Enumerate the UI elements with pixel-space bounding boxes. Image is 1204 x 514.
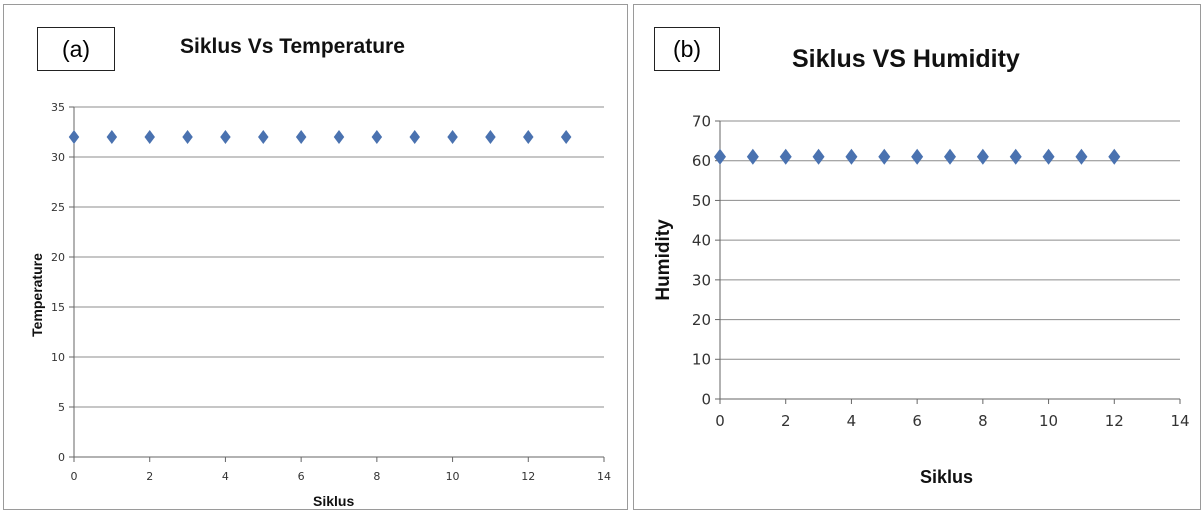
data-point <box>447 130 458 144</box>
panel-tag: (a) <box>37 27 115 71</box>
y-tick-label: 15 <box>51 301 65 314</box>
x-tick-label: 14 <box>1170 412 1189 430</box>
data-point <box>144 130 155 144</box>
x-tick-label: 2 <box>781 412 791 430</box>
y-tick-label: 25 <box>51 201 65 214</box>
y-tick-label: 10 <box>51 351 65 364</box>
y-tick-label: 40 <box>692 232 711 250</box>
data-point <box>295 130 307 144</box>
y-tick-label: 50 <box>692 192 711 210</box>
x-tick-label: 6 <box>912 412 922 430</box>
data-point <box>944 148 956 165</box>
y-tick-label: 30 <box>51 151 65 164</box>
panel-tag: (b) <box>654 27 720 71</box>
data-point <box>106 130 118 144</box>
data-point <box>258 130 269 144</box>
x-tick-label: 4 <box>222 470 229 483</box>
chart-panel-a: (a) Siklus Vs Temperature 0 5 10 15 20 25 30 35… <box>3 4 628 510</box>
x-tick-label: 2 <box>146 470 153 483</box>
y-tick-label: 0 <box>58 451 65 464</box>
data-point <box>182 130 193 144</box>
y-tick-label: 60 <box>692 152 711 170</box>
x-tick-label: 12 <box>521 470 535 483</box>
x-tick-label: 4 <box>847 412 857 430</box>
y-tick-label: 35 <box>51 101 65 114</box>
scatter-plot-temperature: 0 5 10 15 20 25 30 35 0 2 4 6 8 10 12 14 <box>51 101 611 483</box>
data-point <box>779 148 792 165</box>
y-tick-label: 20 <box>692 311 711 329</box>
data-point <box>812 148 825 165</box>
data-point <box>1108 148 1121 165</box>
x-tick-label: 10 <box>1039 412 1058 430</box>
chart-title: Siklus Vs Temperature <box>180 35 405 58</box>
y-axis-label: Temperature <box>29 253 45 337</box>
data-point <box>746 148 759 165</box>
y-tick-label: 10 <box>692 351 711 369</box>
data-point <box>333 130 345 144</box>
data-point <box>1075 148 1088 165</box>
y-tick-label: 20 <box>51 251 65 264</box>
scatter-plot-humidity: 0 10 20 30 40 50 60 70 0 2 4 6 8 10 12 14 <box>692 112 1190 430</box>
data-point <box>911 148 924 165</box>
data-point <box>976 148 989 165</box>
data-point <box>371 130 383 144</box>
data-point <box>485 130 496 144</box>
data-point <box>220 130 231 144</box>
data-point <box>714 148 726 165</box>
data-point <box>560 130 572 144</box>
data-point <box>523 130 534 144</box>
y-tick-label: 0 <box>701 390 711 408</box>
y-tick-label: 70 <box>692 112 711 130</box>
chart-panel-b: (b) Siklus VS Humidity 0 10 20 30 40 50 60 70 0 2… <box>633 4 1201 510</box>
data-point <box>1009 148 1022 165</box>
x-tick-label: 8 <box>373 470 380 483</box>
data-point <box>845 148 858 165</box>
data-point <box>878 148 891 165</box>
x-axis-label: Siklus <box>920 467 974 487</box>
x-tick-label: 6 <box>298 470 305 483</box>
x-tick-label: 14 <box>597 470 611 483</box>
x-tick-label: 0 <box>71 470 78 483</box>
x-axis-label: Siklus <box>313 493 355 509</box>
y-tick-label: 5 <box>58 401 65 414</box>
data-point <box>1042 148 1055 165</box>
x-tick-label: 8 <box>978 412 988 430</box>
x-tick-label: 10 <box>446 470 460 483</box>
data-point <box>68 130 80 144</box>
x-tick-label: 0 <box>715 412 725 430</box>
data-point <box>409 130 420 144</box>
y-tick-label: 30 <box>692 271 711 289</box>
chart-title: Siklus VS Humidity <box>792 45 1020 73</box>
x-tick-label: 12 <box>1105 412 1124 430</box>
y-axis-label: Humidity <box>653 219 674 301</box>
